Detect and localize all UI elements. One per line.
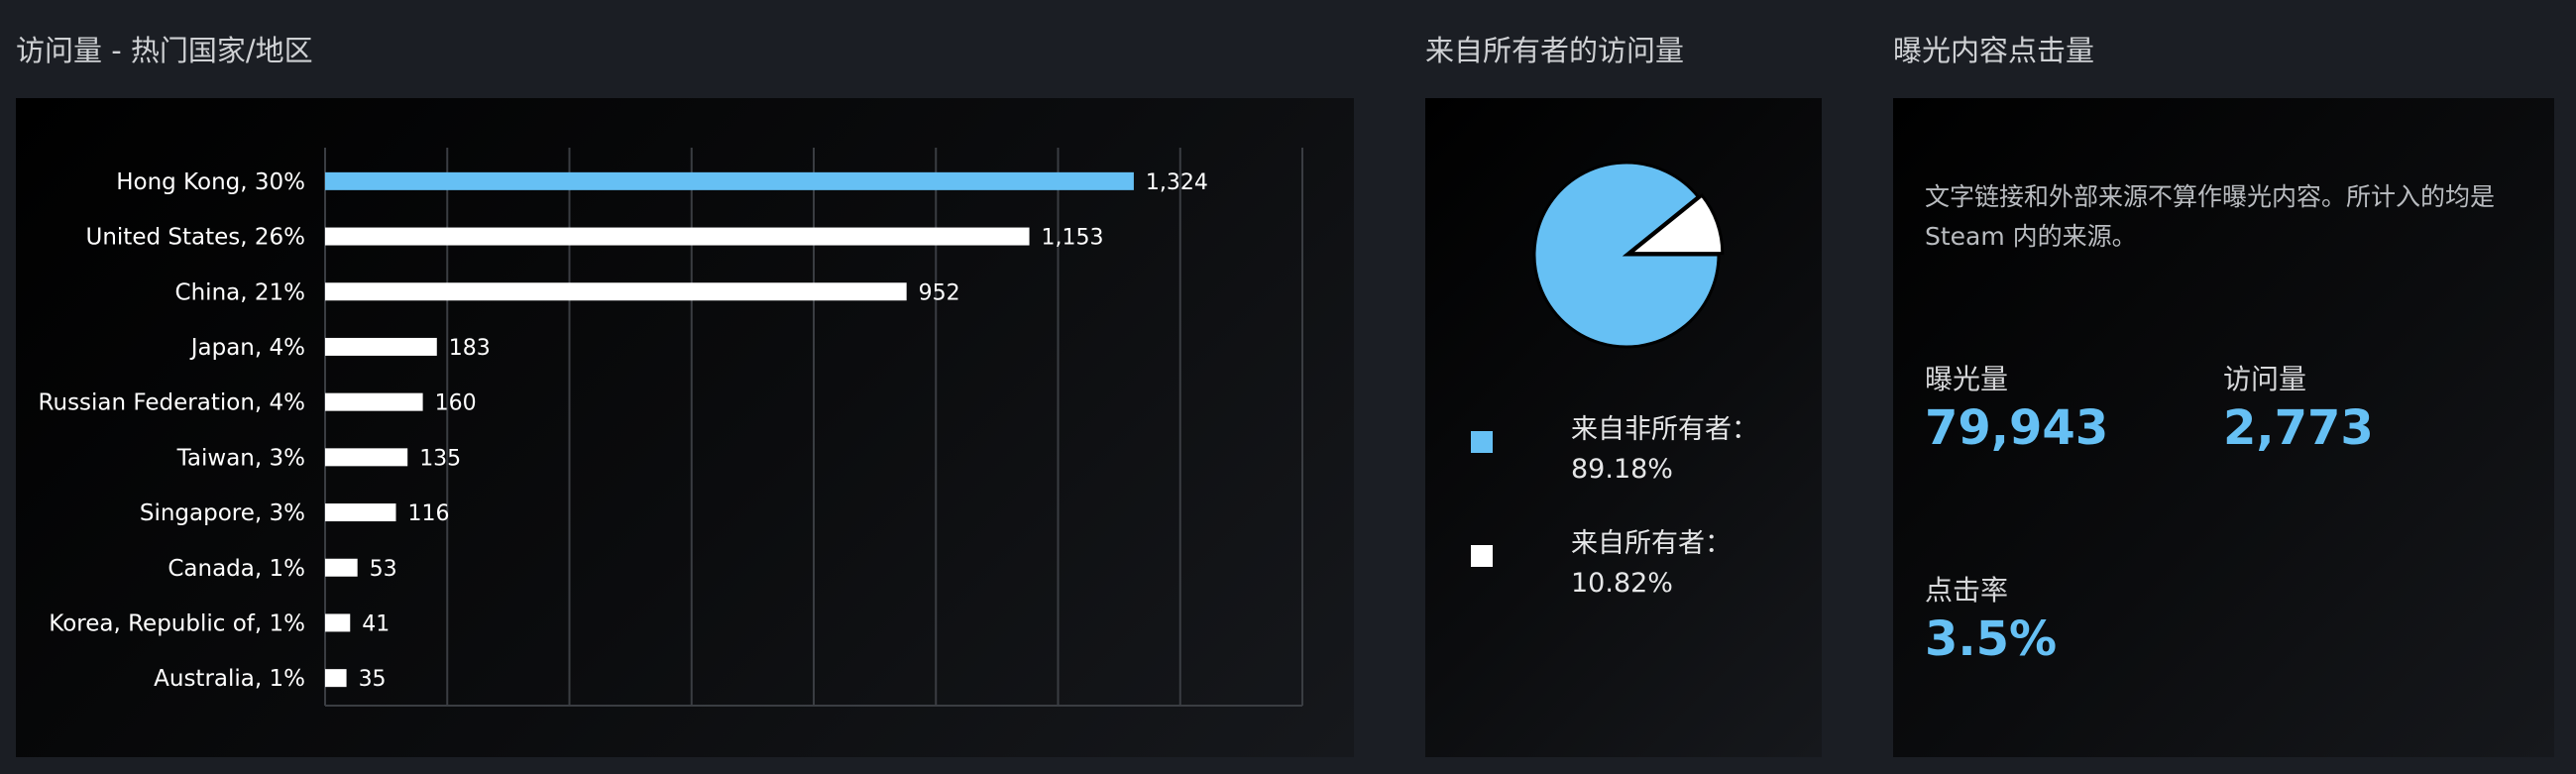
visits-label: 访问量	[2223, 363, 2307, 395]
value-label: 183	[449, 336, 491, 361]
pie-slice-owners[interactable]	[1625, 193, 1725, 256]
bar[interactable]	[325, 171, 1134, 190]
legend-value-non-owners: 89.18%	[1571, 454, 1673, 485]
bar[interactable]	[325, 669, 347, 688]
impressions-panel: 文字链接和外部来源不算作曝光内容。所计入的均是 Steam 内的来源。 曝光量 …	[1893, 98, 2554, 757]
legend-value-owners: 10.82%	[1571, 568, 1673, 599]
impressions-title: 曝光内容点击量	[1893, 34, 2095, 67]
value-label: 116	[407, 501, 449, 526]
value-label: 135	[419, 446, 461, 471]
category-label: Japan, 4%	[189, 335, 305, 361]
value-label: 53	[370, 557, 397, 582]
category-label: Singapore, 3%	[140, 500, 305, 526]
bar[interactable]	[325, 613, 351, 632]
legend-swatch-owners	[1471, 545, 1493, 567]
value-label: 952	[919, 280, 960, 305]
bar[interactable]	[325, 448, 408, 467]
category-label: Taiwan, 3%	[176, 445, 305, 471]
category-label: Hong Kong, 30%	[116, 169, 305, 195]
bar[interactable]	[325, 227, 1030, 246]
legend-swatch-non-owners	[1471, 431, 1493, 453]
countries-bar-chart: Hong Kong, 30% 1,324 United States, 26% 1,1…	[39, 148, 1303, 707]
value-label: 1,153	[1042, 226, 1104, 251]
category-label: Korea, Republic of, 1%	[49, 610, 305, 636]
bar[interactable]	[325, 558, 358, 577]
value-label: 35	[359, 667, 387, 692]
owners-panel: 来自非所有者： 89.18% 来自所有者： 10.82%	[1425, 98, 1822, 757]
owners-pie-chart	[1532, 161, 1725, 349]
impressions-value: 79,943	[1925, 400, 2109, 456]
ctr-value: 3.5%	[1925, 611, 2058, 667]
category-label: China, 21%	[175, 279, 305, 305]
bar[interactable]	[325, 282, 907, 301]
value-label: 41	[362, 611, 390, 636]
legend-label-owners: 来自所有者：	[1571, 528, 1732, 559]
owners-title: 来自所有者的访问量	[1425, 34, 1685, 67]
bar[interactable]	[325, 503, 396, 522]
category-label: Australia, 1%	[154, 666, 305, 692]
impressions-note: 文字链接和外部来源不算作曝光内容。所计入的均是 Steam 内的来源。	[1925, 182, 2496, 251]
ctr-label: 点击率	[1925, 574, 2009, 607]
visits-value: 2,773	[2223, 400, 2374, 456]
bar[interactable]	[325, 392, 423, 411]
bar[interactable]	[325, 337, 437, 356]
value-label: 160	[435, 391, 477, 416]
category-label: Russian Federation, 4%	[39, 390, 305, 416]
legend-label-non-owners: 来自非所有者：	[1571, 414, 1758, 445]
impressions-label: 曝光量	[1925, 363, 2009, 395]
countries-panel: Hong Kong, 30% 1,324 United States, 26% 1,1…	[16, 98, 1354, 757]
category-label: United States, 26%	[86, 225, 306, 251]
countries-title: 访问量 - 热门国家/地区	[16, 34, 313, 67]
category-label: Canada, 1%	[168, 556, 305, 582]
value-label: 1,324	[1146, 170, 1208, 195]
